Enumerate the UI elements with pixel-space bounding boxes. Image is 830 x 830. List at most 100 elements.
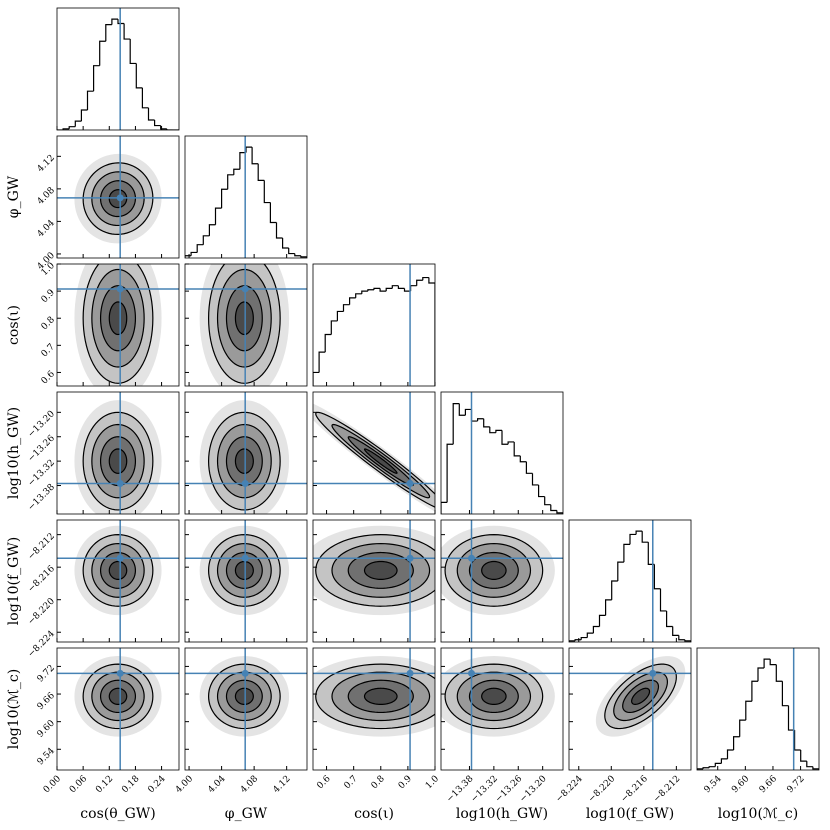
density-contour — [108, 687, 128, 705]
panel — [568, 519, 692, 643]
histogram-step — [714, 762, 722, 767]
density-contour — [363, 560, 398, 580]
histogram-step — [617, 561, 624, 581]
panel — [56, 135, 180, 259]
panel — [56, 519, 180, 643]
panel-frame — [440, 391, 564, 515]
histogram-step — [99, 40, 106, 66]
histogram-step — [458, 403, 466, 416]
x-tick-label: 0.18 — [120, 774, 141, 795]
y-tick-label: 9.66 — [36, 691, 57, 712]
x-tick-label: 0.9 — [397, 774, 414, 791]
y-tick-label: 4.08 — [36, 185, 57, 206]
y-tick-label: 0.6 — [40, 369, 57, 386]
density-contour — [631, 687, 651, 705]
histogram-step — [294, 253, 301, 257]
y-axis-label: log10(h_GW) — [6, 407, 22, 499]
histogram-step — [464, 408, 472, 416]
histogram-step — [379, 288, 387, 292]
panel-frame — [184, 519, 308, 643]
histogram-step — [416, 279, 423, 286]
truth-point — [116, 554, 124, 562]
density-contour — [108, 448, 128, 474]
panel-content — [697, 648, 819, 770]
truth-point — [241, 669, 249, 677]
histogram-step — [794, 730, 801, 751]
panel-frame — [56, 519, 180, 643]
x-tick-label: 0.12 — [94, 774, 115, 795]
histogram-step — [129, 39, 137, 65]
histogram-step — [86, 90, 94, 111]
x-tick-label: −8.216 — [619, 774, 650, 805]
truth-point — [116, 194, 124, 202]
y-tick-label: 0.7 — [40, 342, 57, 359]
panel-frame — [184, 263, 308, 387]
histogram-step — [403, 288, 411, 292]
histogram-step — [441, 501, 448, 514]
panel-content — [185, 392, 307, 514]
y-tick-label: −13.20 — [26, 409, 57, 440]
x-axis-label: log10(f_GW) — [586, 806, 674, 822]
histogram-step — [623, 543, 630, 563]
truth-point — [116, 480, 124, 487]
panel-frame — [184, 391, 308, 515]
y-tick-label: 0.8 — [40, 315, 57, 332]
x-tick-label: 9.54 — [703, 774, 724, 795]
histogram-step — [666, 610, 673, 628]
histogram-step — [678, 635, 685, 641]
x-tick-label: 9.66 — [758, 774, 779, 795]
panel — [312, 263, 436, 387]
density-contour — [481, 560, 507, 580]
panel-content — [57, 520, 179, 642]
panel-content — [57, 392, 179, 514]
density-contour — [234, 448, 254, 474]
histogram-step — [483, 418, 490, 428]
truth-point — [241, 554, 249, 562]
histogram-step — [580, 636, 588, 640]
panel-frame — [440, 647, 564, 771]
panel-content — [185, 136, 307, 258]
x-tick-label: 1.0 — [424, 774, 441, 791]
panel-content — [569, 648, 691, 770]
histogram-step — [269, 202, 277, 224]
histogram-step — [135, 63, 143, 89]
panel — [184, 391, 308, 515]
histogram-step — [513, 441, 521, 457]
panel — [184, 263, 308, 387]
histogram-step — [410, 285, 417, 292]
histogram-step — [446, 443, 454, 503]
y-tick-label: 4.12 — [36, 153, 57, 174]
panel-frame — [56, 647, 180, 771]
panel-frame — [56, 135, 180, 259]
y-axis-label: φ_GW — [6, 175, 22, 218]
histogram-step — [93, 65, 100, 92]
panel-content — [57, 136, 179, 258]
histogram-step — [659, 588, 667, 612]
density-contour — [234, 560, 254, 580]
histogram-step — [208, 224, 216, 236]
x-tick-label: −8.224 — [554, 774, 585, 805]
histogram-step — [324, 333, 332, 353]
histogram-step — [641, 531, 649, 543]
panel-content — [313, 264, 435, 386]
panel-content — [441, 520, 563, 642]
histogram-step — [763, 658, 771, 668]
histogram-step — [470, 409, 478, 422]
histogram-step — [282, 238, 289, 249]
y-tick-label: −8.220 — [26, 596, 57, 627]
histogram-step — [233, 168, 240, 175]
y-axis-label: cos(ι) — [6, 305, 22, 345]
x-axis-label: cos(ι) — [354, 806, 394, 822]
panel — [312, 391, 436, 515]
histogram-step — [477, 418, 484, 422]
histogram-step — [726, 749, 734, 759]
histogram-step — [154, 120, 161, 127]
x-tick-label: 4.00 — [174, 774, 195, 795]
histogram-step — [495, 429, 502, 433]
histogram-step — [708, 766, 716, 768]
histogram-step — [111, 18, 118, 25]
panel-frame — [312, 263, 436, 387]
histogram-step — [787, 705, 795, 731]
x-axis-label: log10(ℳ_c) — [718, 806, 798, 822]
histogram-step — [397, 285, 405, 289]
